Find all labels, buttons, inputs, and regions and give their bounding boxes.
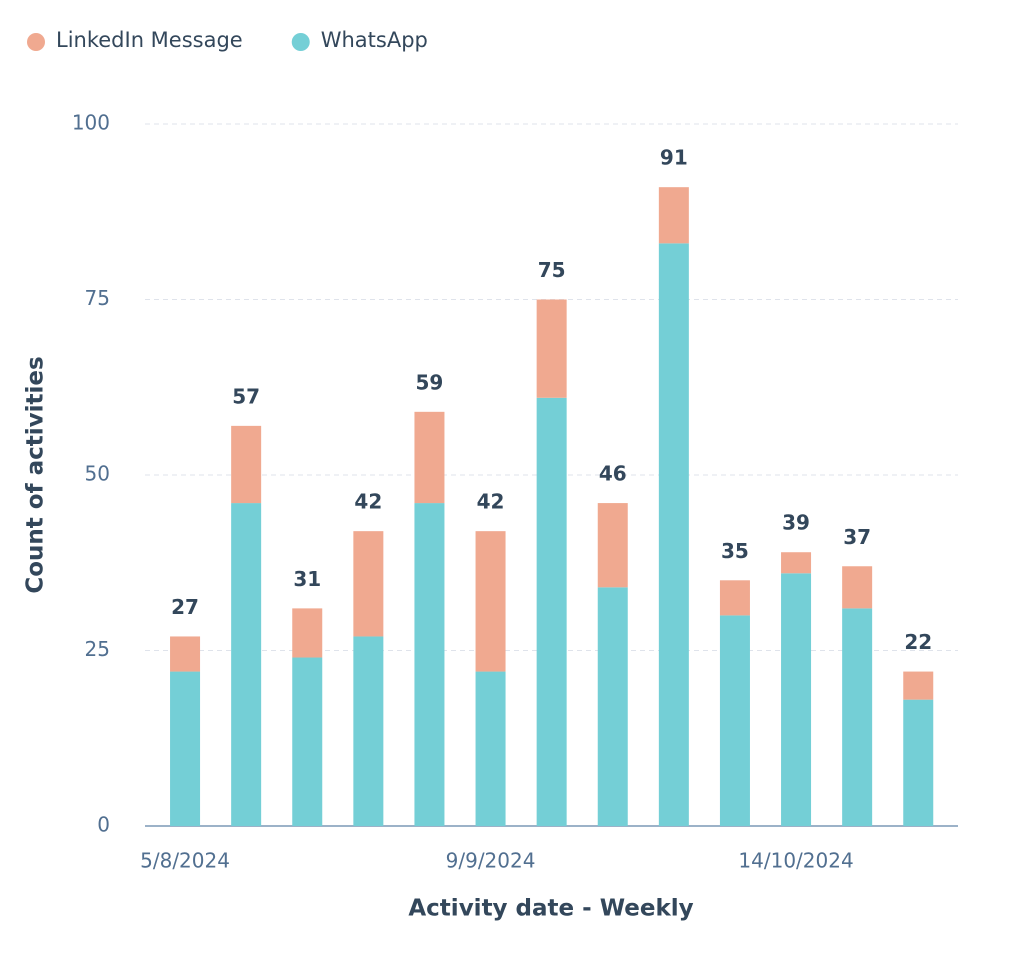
- total-label: 35: [721, 539, 749, 563]
- bar-segment: [658, 187, 689, 244]
- total-label: 42: [354, 490, 382, 514]
- legend-marker: [27, 33, 45, 51]
- bar-segment: [475, 671, 506, 826]
- bar-segment: [781, 573, 812, 826]
- x-tick-label: 14/10/2024: [738, 849, 853, 873]
- bar-segment: [903, 699, 934, 826]
- bar-segment: [475, 531, 506, 672]
- bar-segment: [170, 671, 201, 826]
- total-label: 31: [293, 567, 321, 591]
- total-label: 22: [904, 630, 932, 654]
- bar-segment: [231, 425, 262, 504]
- x-tick-label: 5/8/2024: [140, 849, 230, 873]
- y-tick-label: 100: [72, 111, 110, 135]
- bar-segment: [414, 503, 445, 826]
- y-tick-label: 75: [85, 286, 110, 310]
- total-label: 59: [416, 370, 444, 394]
- bar-segment: [719, 615, 750, 826]
- legend-label: WhatsApp: [321, 28, 428, 52]
- bar-segment: [842, 608, 873, 826]
- bar-segment: [231, 503, 262, 826]
- total-label: 75: [538, 258, 566, 282]
- bar-segment: [292, 657, 323, 826]
- y-tick-label: 25: [85, 637, 110, 661]
- bar-segment: [353, 531, 384, 637]
- legend-label: LinkedIn Message: [56, 28, 243, 52]
- bar-segment: [414, 411, 445, 504]
- bar-segment: [842, 566, 873, 609]
- total-label: 27: [171, 595, 199, 619]
- total-label: 37: [843, 525, 871, 549]
- y-tick-label: 50: [85, 462, 110, 486]
- bar-segment: [292, 608, 323, 658]
- bar-segment: [719, 580, 750, 616]
- bar-segment: [597, 587, 628, 826]
- bar-segment: [658, 243, 689, 827]
- total-label: 39: [782, 511, 810, 535]
- total-label: 57: [232, 384, 260, 408]
- bar-segment: [353, 636, 384, 826]
- x-axis-title: Activity date - Weekly: [408, 896, 693, 922]
- y-axis-title: Count of activities: [23, 356, 49, 593]
- y-tick-label: 0: [97, 813, 110, 837]
- bar-segment: [781, 552, 812, 574]
- bar-segment: [536, 299, 567, 398]
- bar-segment: [597, 503, 628, 588]
- total-label: 42: [477, 490, 505, 514]
- legend-marker: [291, 33, 310, 51]
- x-tick-label: 9/9/2024: [446, 849, 536, 873]
- bar-segment: [536, 397, 567, 826]
- total-label: 46: [599, 462, 627, 486]
- bar-segment: [170, 636, 201, 672]
- total-label: 91: [660, 146, 688, 170]
- bar-segment: [903, 671, 934, 700]
